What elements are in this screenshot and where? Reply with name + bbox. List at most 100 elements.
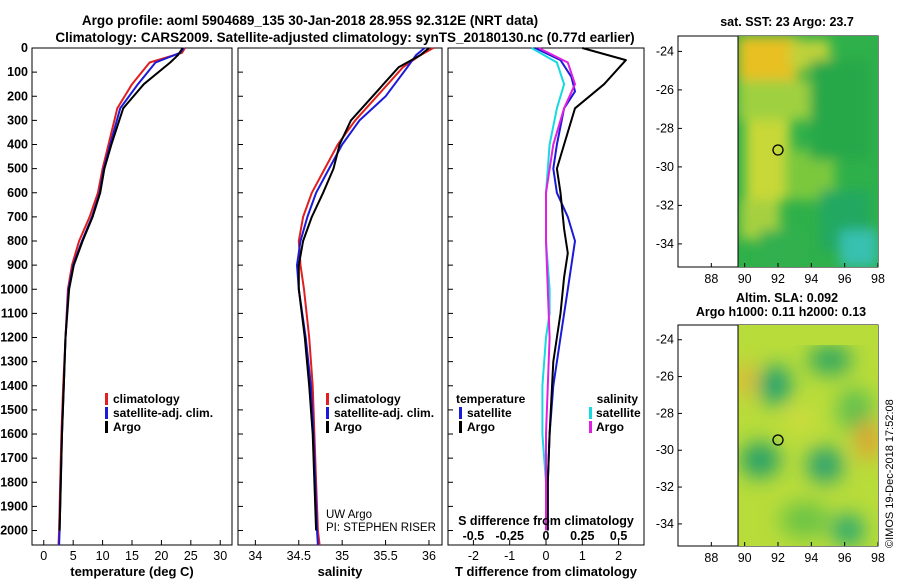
salinity-xlabel: salinity [318, 564, 364, 579]
depth-tick-label: 100 [7, 65, 28, 79]
legend-swatch-climatology [105, 393, 108, 405]
series-line-s-argo [538, 47, 576, 531]
lat-tick-label: -32 [656, 198, 674, 212]
difference-legend: temperature satellite Argo salinity sate… [456, 392, 641, 434]
legend-swatch-satellite [326, 407, 329, 419]
depth-tick-label: 1600 [0, 427, 28, 441]
lon-tick-label: 88 [704, 551, 718, 565]
header-line-1: Argo profile: aoml 5904689_135 30-Jan-20… [82, 13, 538, 28]
lon-tick-label: 88 [704, 272, 718, 286]
s-tick-label: -0.25 [495, 529, 524, 543]
x-tick-label: 1 [579, 549, 586, 563]
temperature-legend: climatology satellite-adj. clim. Argo [105, 392, 213, 434]
series-line-t-argo [546, 47, 627, 531]
lon-tick-label: 90 [738, 551, 752, 565]
legend-s-argo: Argo [596, 420, 624, 434]
legend-salinity-title: salinity [597, 392, 639, 406]
s-tick-label: 0.25 [570, 529, 594, 543]
depth-tick-label: 1300 [0, 355, 28, 369]
lon-tick-label: 96 [838, 551, 852, 565]
difference-xlabel: T difference from climatology [455, 564, 638, 579]
x-tick-label: 25 [184, 549, 198, 563]
x-tick-label: -1 [504, 549, 515, 563]
lat-tick-label: -34 [656, 517, 674, 531]
lon-tick-label: 94 [804, 272, 818, 286]
x-tick-label: 34.5 [287, 549, 311, 563]
s-tick-label: 0.5 [610, 529, 627, 543]
salinity-legend: climatology satellite-adj. clim. Argo [326, 392, 434, 434]
legend-argo: Argo [113, 420, 141, 434]
lon-tick-label: 94 [804, 551, 818, 565]
lon-tick-label: 92 [771, 551, 785, 565]
legend-climatology: climatology [113, 392, 180, 406]
lat-tick-label: -30 [656, 443, 674, 457]
lat-tick-label: -32 [656, 480, 674, 494]
sla-argo-location-marker [772, 434, 784, 446]
depth-tick-label: 1800 [0, 475, 28, 489]
series-line-argo [58, 47, 184, 531]
x-tick-label: 35.5 [373, 549, 397, 563]
lat-tick-label: -24 [656, 333, 674, 347]
legend-swatch-argo [105, 421, 108, 433]
sla-map-title: Altim. SLA: 0.092 [736, 291, 838, 305]
salinity-panel-frame [237, 47, 443, 546]
depth-tick-label: 1400 [0, 379, 28, 393]
depth-tick-label: 2000 [0, 524, 28, 538]
x-tick-label: 30 [213, 549, 227, 563]
legend-t-satellite: satellite [467, 406, 512, 420]
lat-tick-label: -30 [656, 160, 674, 174]
sst-map-axes: 88 90 92 94 96 98 -24 -26 -28 -30 -32 -34 [656, 44, 885, 286]
lon-tick-label: 98 [871, 272, 885, 286]
lon-tick-label: 98 [871, 551, 885, 565]
depth-tick-label: 500 [7, 162, 28, 176]
s-difference-label: S difference from climatology [458, 514, 634, 528]
legend-swatch-argo [326, 421, 329, 433]
s-tick-label: -0.5 [463, 529, 485, 543]
x-tick-label: 5 [70, 549, 77, 563]
sla-map-axes: 88 90 92 94 96 98 -24 -26 -28 -30 -32 -34 [656, 333, 885, 565]
lat-tick-label: -34 [656, 237, 674, 251]
depth-tick-label: 1100 [1, 306, 28, 320]
depth-axis: 0 100 200 300 400 500 600 700 800 900 1000 1100 1200… [0, 41, 453, 538]
lat-tick-label: -28 [656, 406, 674, 420]
legend-climatology: climatology [334, 392, 401, 406]
legend-t-argo: Argo [467, 420, 495, 434]
legend-s-satellite: satellite [596, 406, 641, 420]
depth-tick-label: 1200 [0, 331, 28, 345]
sla-map-subtitle: Argo h1000: 0.11 h2000: 0.13 [696, 305, 866, 319]
depth-tick-label: 1700 [0, 451, 28, 465]
lat-tick-label: -26 [656, 370, 674, 384]
depth-tick-label: 700 [7, 210, 28, 224]
lat-tick-label: -26 [656, 83, 674, 97]
legend-satellite: satellite-adj. clim. [334, 406, 434, 420]
series-line-argo [297, 47, 430, 531]
pi-note: PI: STEPHEN RISER [326, 522, 436, 534]
x-tick-label: 10 [96, 549, 110, 563]
sla-map-image [738, 325, 878, 546]
depth-tick-label: 600 [7, 186, 28, 200]
series-line-climatology [297, 47, 434, 546]
sst-map-title: sat. SST: 23 Argo: 23.7 [720, 15, 854, 29]
lat-tick-label: -24 [656, 44, 674, 58]
x-tick-label: -2 [468, 549, 479, 563]
imos-timestamp: ©IMOS 19-Dec-2018 17:52:08 [884, 399, 896, 548]
x-tick-label: 35 [335, 549, 349, 563]
series-line-satellite-adj-clim- [58, 47, 185, 546]
legend-swatch-t-satellite [459, 407, 462, 419]
legend-swatch-t-argo [459, 421, 462, 433]
difference-chart: -2 -1 0 1 2 -0.5 -0.25 0 0.25 0.5 [463, 47, 627, 563]
lon-tick-label: 96 [838, 272, 852, 286]
x-tick-label: 20 [154, 549, 168, 563]
depth-tick-label: 1900 [0, 499, 28, 513]
depth-tick-label: 400 [7, 138, 28, 152]
x-tick-label: 0 [40, 549, 47, 563]
depth-tick-label: 1000 [0, 282, 28, 296]
x-tick-label: 15 [125, 549, 139, 563]
legend-swatch-s-satellite [589, 407, 592, 419]
depth-tick-label: 1500 [0, 403, 28, 417]
depth-tick-label: 200 [7, 89, 28, 103]
lon-tick-label: 92 [771, 272, 785, 286]
legend-swatch-satellite [105, 407, 108, 419]
x-tick-label: 34 [248, 549, 262, 563]
